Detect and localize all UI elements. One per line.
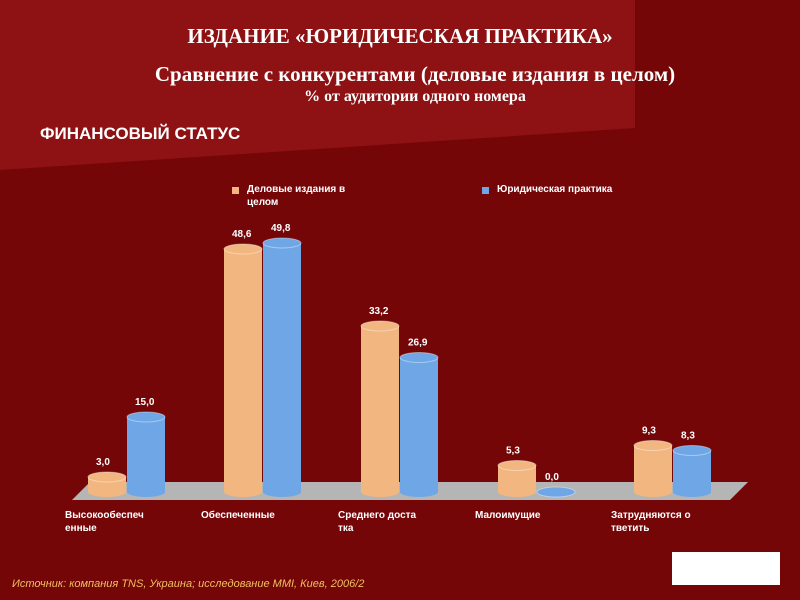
value-label: 0,0 [545,472,559,483]
bar [263,243,301,492]
value-label: 15,0 [135,397,155,408]
bar [224,249,262,492]
bar-top [497,460,537,471]
value-label: 5,3 [506,446,520,457]
legend-label: Юридическая практика [497,184,613,195]
bar [634,445,672,492]
title: ИЗДАНИЕ «ЮРИДИЧЕСКАЯ ПРАКТИКА» [187,24,613,48]
value-label: 8,3 [681,431,695,442]
white-box [672,552,780,585]
legend-label: Деловые издания в целом [247,184,346,208]
value-label: 48,6 [232,229,252,240]
bar [400,357,438,492]
bar [127,417,165,492]
value-label: 26,9 [408,338,428,349]
legend-swatch [232,187,239,194]
bar [673,450,711,492]
bar-top [87,471,127,483]
bar-top [126,411,166,423]
bar-top [360,320,400,332]
bar-top [672,445,712,456]
section-title: ФИНАНСОВЫЙ СТАТУС [40,124,241,143]
legend-swatch [482,187,489,194]
x-tick-label: Высокообеспеченные [65,510,144,534]
bar-top [633,440,673,451]
subtitle: Сравнение с конкурентами (деловые издани… [154,62,676,86]
bar-top [536,486,576,498]
value-label: 3,0 [96,457,110,468]
bar-top [399,352,439,363]
x-tick-label: Малоимущие [475,510,541,521]
unit-note: % от аудитории одного номера [304,88,526,105]
x-tick-label: Затрудняются ответить [611,510,691,534]
bar-top [223,243,263,255]
value-label: 33,2 [369,306,389,317]
x-tick-label: Среднего достатка [338,510,417,534]
value-label: 9,3 [642,426,656,437]
source: Источник: компания TNS, Украина; исследо… [12,578,365,590]
bar [361,326,399,492]
background-panel [0,0,635,170]
x-tick-label: Обеспеченные [201,510,275,521]
bar-top [262,237,302,249]
value-label: 49,8 [271,223,291,234]
